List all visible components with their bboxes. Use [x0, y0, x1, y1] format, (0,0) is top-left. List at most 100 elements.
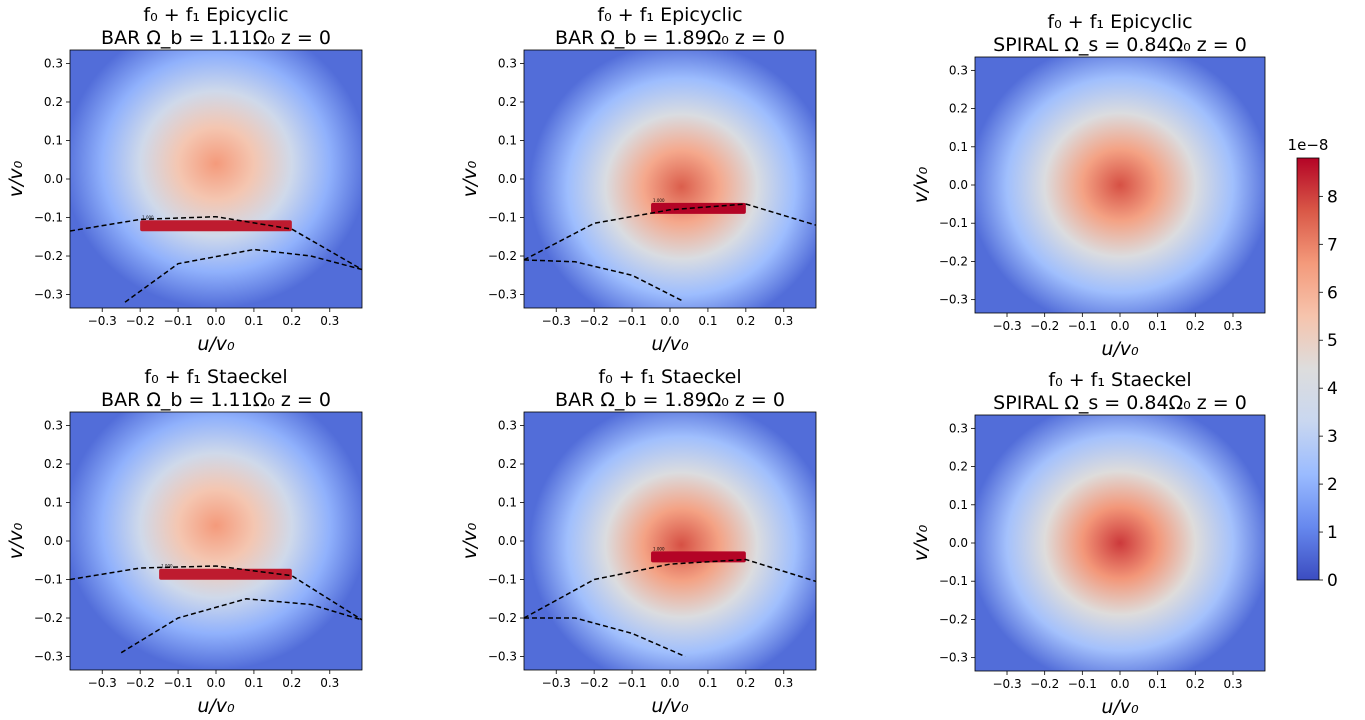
dashed-curve-2	[524, 617, 686, 658]
colorbar-tick-label: 5	[1327, 331, 1338, 351]
y-tick-label: −0.3	[34, 650, 63, 664]
panel-title-line1: f₀ + f₁ Epicyclic	[1047, 11, 1192, 33]
x-axis-label: u/v₀	[1101, 338, 1139, 360]
panel-title-line2: BAR Ω_b = 1.11Ω₀ z = 0	[101, 389, 331, 411]
y-tick-label: −0.3	[34, 288, 63, 302]
x-tick-label: 0.2	[736, 314, 755, 328]
y-axis-label: v/v₀	[5, 160, 27, 197]
resonance-band	[159, 568, 292, 580]
x-tick-label: 0.2	[282, 676, 301, 690]
x-axis-label: u/v₀	[197, 695, 235, 717]
density-peak	[975, 57, 1265, 313]
x-tick-label: −0.3	[992, 319, 1021, 333]
x-tick-label: 0.0	[660, 676, 679, 690]
dashed-curve-2	[120, 598, 362, 654]
x-tick-label: 0.0	[1110, 677, 1129, 691]
y-tick-label: 0.0	[44, 172, 63, 186]
x-tick-label: −0.1	[164, 314, 193, 328]
x-tick-label: −0.3	[992, 677, 1021, 691]
y-axis-label: v/v₀	[459, 522, 481, 559]
colorbar: 0 1 2 3 4 5 6 7 8 1e−8	[1288, 136, 1338, 591]
colorbar-tick-label: 0	[1327, 571, 1338, 591]
panel-title-line1: f₀ + f₁ Epicyclic	[597, 4, 742, 26]
panel-title-line2: BAR Ω_b = 1.89Ω₀ z = 0	[555, 27, 785, 49]
y-tick-label: 0.2	[498, 457, 517, 471]
y-tick-label: 0.1	[949, 140, 968, 154]
chart-panel-5: 1.000 −0.3 −0.2 −0.1 0.0 0.1 0.2 0.3 0.3 0.2 0.1 0.…	[459, 366, 817, 717]
colorbar-tick-label: 1	[1327, 523, 1338, 543]
colorbar-tick-label: 4	[1327, 379, 1338, 399]
x-tick-label: 0.0	[206, 314, 225, 328]
y-tick-label: −0.2	[488, 249, 517, 263]
y-axis-label: v/v₀	[5, 522, 27, 559]
panel-title-line1: f₀ + f₁ Staeckel	[144, 366, 287, 388]
x-tick-label: −0.2	[126, 676, 155, 690]
colorbar-bar	[1296, 157, 1320, 581]
y-tick-label: 0.0	[44, 534, 63, 548]
x-tick-label: −0.2	[126, 314, 155, 328]
density-peak	[70, 412, 362, 670]
density-peak	[529, 50, 816, 308]
y-tick-label: 0.3	[949, 421, 968, 435]
y-tick-label: −0.1	[939, 574, 968, 588]
y-tick-label: 0.1	[949, 498, 968, 512]
x-tick-label: 0.1	[698, 314, 717, 328]
chart-panel-6: −0.3 −0.2 −0.1 0.0 0.1 0.2 0.3 0.3 0.2 0.1 0.0 −0.1…	[910, 369, 1266, 718]
dashed-curve-1	[70, 565, 362, 621]
x-tick-label: 0.3	[774, 314, 793, 328]
y-tick-label: −0.1	[34, 573, 63, 587]
x-tick-label: −0.1	[1068, 319, 1097, 333]
panel-title-line1: f₀ + f₁ Staeckel	[1048, 369, 1191, 391]
x-tick-label: 0.2	[736, 676, 755, 690]
y-tick-label: 0.1	[44, 133, 63, 147]
y-tick-label: 0.2	[44, 95, 63, 109]
x-tick-label: 0.0	[1110, 319, 1129, 333]
y-tick-label: −0.2	[34, 249, 63, 263]
y-tick-label: −0.2	[488, 611, 517, 625]
contour-label: 1.000	[653, 198, 665, 203]
panel-title-line2: BAR Ω_b = 1.89Ω₀ z = 0	[555, 389, 785, 411]
density-peak	[975, 415, 1265, 671]
x-tick-label: 0.1	[244, 676, 263, 690]
dashed-curve-1	[70, 215, 362, 271]
x-tick-label: −0.3	[88, 314, 117, 328]
x-tick-label: 0.0	[206, 676, 225, 690]
x-tick-label: −0.1	[618, 314, 647, 328]
y-tick-label: 0.3	[498, 56, 517, 70]
panel-title-line1: f₀ + f₁ Staeckel	[598, 366, 741, 388]
y-tick-label: 0.2	[949, 102, 968, 116]
y-tick-label: 0.1	[44, 495, 63, 509]
y-tick-label: 0.2	[498, 95, 517, 109]
x-tick-label: 0.3	[1223, 319, 1242, 333]
y-tick-label: 0.3	[498, 418, 517, 432]
y-tick-label: 0.3	[44, 418, 63, 432]
y-tick-label: 0.1	[498, 495, 517, 509]
dashed-curve-2	[124, 248, 362, 303]
y-axis-label: v/v₀	[459, 160, 481, 197]
colorbar-tick-label: 8	[1327, 187, 1338, 207]
x-tick-label: −0.2	[1030, 677, 1059, 691]
y-tick-label: 0.3	[44, 56, 63, 70]
chart-panel-3: −0.3 −0.2 −0.1 0.0 0.1 0.2 0.3 0.3 0.2 0.1 0.0 −0.1…	[910, 11, 1266, 360]
panel-title-line2: SPIRAL Ω_s = 0.84Ω₀ z = 0	[993, 34, 1247, 56]
y-tick-label: 0.0	[498, 172, 517, 186]
density-peak	[70, 50, 362, 308]
y-tick-label: −0.2	[34, 611, 63, 625]
x-tick-label: 0.2	[1186, 319, 1205, 333]
x-axis-label: u/v₀	[651, 333, 689, 355]
colorbar-tick-label: 2	[1327, 475, 1338, 495]
y-tick-label: 0.3	[949, 63, 968, 77]
x-axis-label: u/v₀	[1101, 696, 1139, 718]
x-tick-label: 0.1	[1148, 319, 1167, 333]
x-tick-label: −0.2	[580, 676, 609, 690]
colorbar-tick-label: 3	[1327, 427, 1338, 447]
panel-title-line2: BAR Ω_b = 1.11Ω₀ z = 0	[101, 27, 331, 49]
y-tick-label: −0.2	[939, 254, 968, 268]
chart-panel-2: 1.000 −0.3 −0.2 −0.1 0.0 0.1 0.2 0.3 0.3 0.2 0.1 0.…	[459, 4, 817, 355]
y-tick-label: −0.1	[488, 573, 517, 587]
y-tick-label: −0.1	[488, 211, 517, 225]
panel-title-line1: f₀ + f₁ Epicyclic	[143, 4, 288, 26]
y-tick-label: 0.1	[498, 133, 517, 147]
contour-label: 1.000	[653, 546, 665, 551]
x-tick-label: −0.2	[1030, 319, 1059, 333]
